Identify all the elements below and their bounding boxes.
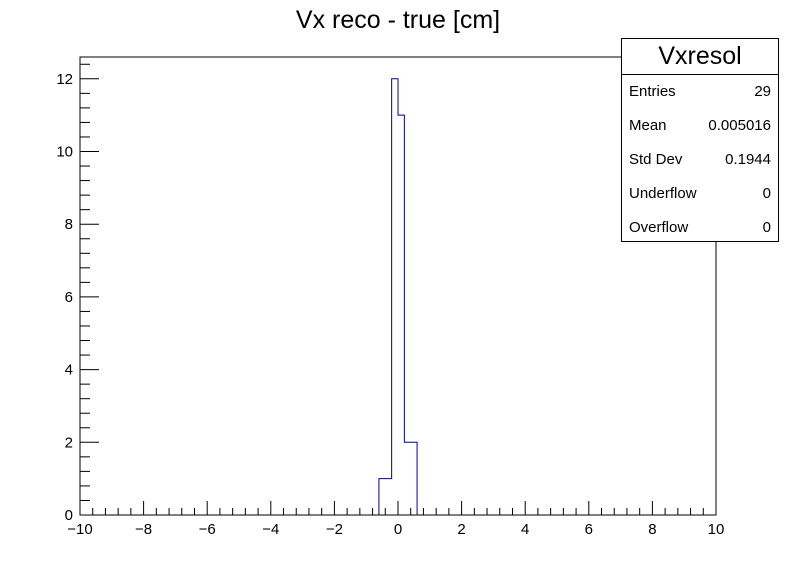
histogram-bin xyxy=(398,115,404,515)
x-tick-label: −8 xyxy=(135,521,152,538)
x-tick-label: 8 xyxy=(648,521,656,538)
x-tick-label: 2 xyxy=(457,521,465,538)
stats-label: Entries xyxy=(629,83,676,100)
histogram-bin xyxy=(404,442,417,515)
stats-row-overflow: Overflow 0 xyxy=(622,211,778,245)
stats-row-stddev: Std Dev 0.1944 xyxy=(622,143,778,177)
stats-label: Mean xyxy=(629,117,667,134)
x-tick-label: −10 xyxy=(67,521,92,538)
x-tick-label: 0 xyxy=(394,521,402,538)
stats-box: Vxresol Entries 29 Mean 0.005016 Std Dev… xyxy=(621,38,779,242)
x-tick-label: −2 xyxy=(326,521,343,538)
x-tick-label: −4 xyxy=(262,521,279,538)
stats-label: Overflow xyxy=(629,219,689,236)
stats-value: 0 xyxy=(762,219,771,236)
stats-row-mean: Mean 0.005016 xyxy=(622,109,778,143)
stats-value: 0 xyxy=(762,185,771,202)
x-tick-label: 6 xyxy=(585,521,593,538)
y-tick-label: 8 xyxy=(65,216,73,233)
y-tick-label: 10 xyxy=(56,144,73,161)
stats-row-underflow: Underflow 0 xyxy=(622,177,778,211)
histogram-bin xyxy=(392,79,398,515)
y-tick-label: 2 xyxy=(65,434,73,451)
stats-value: 0.1944 xyxy=(725,151,771,168)
x-tick-label: 4 xyxy=(521,521,529,538)
y-tick-label: 4 xyxy=(65,362,73,379)
stats-row-entries: Entries 29 xyxy=(622,75,778,109)
stats-value: 29 xyxy=(754,83,771,100)
x-tick-label: 10 xyxy=(708,521,725,538)
y-tick-label: 12 xyxy=(56,71,73,88)
stats-label: Underflow xyxy=(629,185,697,202)
x-tick-label: −6 xyxy=(199,521,216,538)
y-tick-label: 0 xyxy=(65,507,73,524)
stats-value: 0.005016 xyxy=(708,117,771,134)
chart-title: Vx reco - true [cm] xyxy=(295,6,501,34)
stats-title: Vxresol xyxy=(622,39,778,75)
y-tick-label: 6 xyxy=(65,289,73,306)
histogram-outline xyxy=(378,78,418,515)
stats-label: Std Dev xyxy=(629,151,683,168)
